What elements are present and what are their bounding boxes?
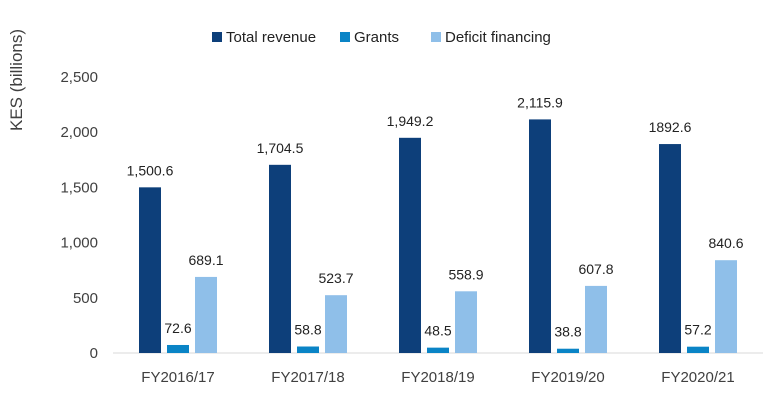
data-label: 38.8 [554,324,581,340]
legend-label: Deficit financing [445,29,551,46]
bar-total-revenue [139,187,161,353]
x-axis: FY2016/17 FY2017/18 FY2018/19 FY2019/20 FY20… [141,369,734,386]
bar-deficit-financing [585,285,607,353]
data-label: 48.5 [424,323,451,339]
legend-label: Grants [354,29,399,46]
data-label: 1,500.6 [127,162,174,178]
x-tick-label: FY2018/19 [401,369,474,386]
bar-total-revenue [269,164,291,353]
data-label: 689.1 [188,252,223,268]
data-label: 558.9 [448,266,483,282]
bar-deficit-financing [455,291,477,353]
data-label: 1892.6 [649,119,692,135]
legend-swatch [212,32,222,42]
x-tick-label: FY2017/18 [271,369,344,386]
data-label: 1,949.2 [387,113,434,129]
y-tick-label: 1,500 [60,179,98,196]
x-tick-label: FY2020/21 [661,369,734,386]
bar-deficit-financing [195,276,217,353]
y-tick-label: 1,000 [60,235,98,252]
y-tick-label: 0 [90,345,98,362]
bar-grants [427,347,449,353]
x-tick-label: FY2016/17 [141,369,214,386]
y-axis: 0 500 1,000 1,500 2,000 2,500 [60,69,98,362]
legend-swatch [340,32,350,42]
bar-grants [687,346,709,353]
bar-deficit-financing [325,295,347,353]
data-label: 840.6 [708,235,743,251]
y-axis-label: KES (billions) [7,29,26,131]
data-label: 2,115.9 [517,94,563,110]
y-tick-label: 2,000 [60,124,98,141]
legend-label: Total revenue [226,29,316,46]
legend: Total revenue Grants Deficit financing [212,29,551,46]
bar-total-revenue [659,144,681,353]
bar-grants [167,344,189,353]
bar-grants [297,346,319,353]
data-label: 57.2 [684,322,711,338]
data-label: 607.8 [578,261,613,277]
y-tick-label: 2,500 [60,69,98,86]
bar-deficit-financing [715,260,737,353]
bar-grants [557,348,579,353]
x-tick-label: FY2019/20 [531,369,604,386]
y-tick-label: 500 [73,290,98,307]
bar-total-revenue [399,137,421,353]
bar-total-revenue [529,119,551,354]
data-label: 58.8 [294,322,321,338]
data-label: 72.6 [164,320,191,336]
data-label: 523.7 [318,270,353,286]
legend-swatch [431,32,441,42]
data-label: 1,704.5 [257,140,304,156]
bars: 1,500.6 72.6 689.1 1,704.5 58.8 523.7 1,949.2 4… [127,94,744,354]
